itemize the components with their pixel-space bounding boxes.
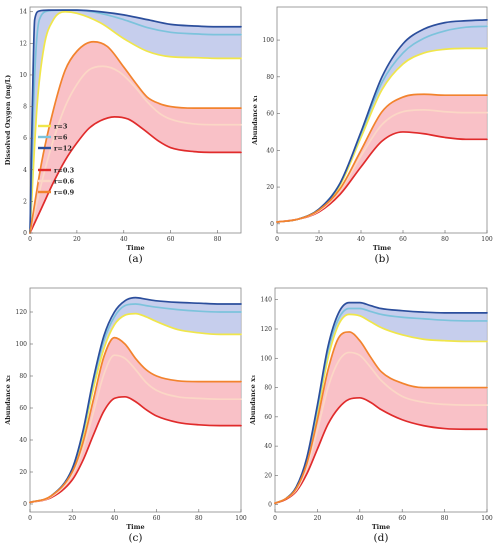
chart-3-ytick-label: 20 <box>19 469 27 476</box>
chart-1-series-r-0-3 <box>29 115 242 234</box>
chart-1-series-r-3 <box>29 10 242 234</box>
chart-1-series-r-0-9 <box>29 40 242 234</box>
chart-4-ytick-label: 100 <box>261 355 273 362</box>
chart-3-ytick-label: 100 <box>16 341 28 348</box>
chart-4-series-r-0-9 <box>274 331 488 505</box>
chart-2-xtick-label: 20 <box>315 236 323 243</box>
chart-2: 0 20 40 60 80 100 0 20 40 60 80 100 Time Abundance x₁… <box>251 6 493 265</box>
chart-1-series-r-6 <box>29 9 242 234</box>
chart-1-x-axis-label: Time <box>126 244 144 252</box>
chart-4-caption: (d) <box>374 532 389 544</box>
chart-1-legend-label-r-0-9: r=0.9 <box>54 188 75 196</box>
chart-2-ytick-label: 0 <box>270 221 274 228</box>
chart-4-x-axis-label: Time <box>372 523 390 531</box>
chart-3-caption: (c) <box>128 532 142 544</box>
chart-1-xtick-label: 80 <box>214 236 222 243</box>
chart-1-series-r-12 <box>29 9 242 234</box>
chart-2-ytick-label: 80 <box>266 74 274 81</box>
chart-3-xtick-label: 60 <box>153 515 161 522</box>
chart-3-xtick-label: 40 <box>111 515 119 522</box>
chart-3-xtick-label: 100 <box>235 515 247 522</box>
chart-4-y-axis-label: Abundance x₃ <box>249 375 257 426</box>
chart-4-band-2 <box>275 331 487 504</box>
chart-3-xtick-label: 0 <box>28 515 32 522</box>
chart-4-ytick-label: 20 <box>264 472 272 479</box>
chart-3-ytick-label: 40 <box>19 437 27 444</box>
chart-1-ytick-label: 4 <box>23 167 27 174</box>
chart-1-ytick-label: 10 <box>19 72 27 79</box>
chart-3-series-r-0-6 <box>29 354 242 504</box>
chart-3-ytick-label: 120 <box>16 309 28 316</box>
chart-4: 0 20 40 60 80 100 0 20 40 60 80 100 120 140 Time Abunda… <box>249 287 493 544</box>
chart-1-legend-label-r-0-6: r=0.6 <box>54 177 75 185</box>
chart-1-band-2 <box>30 41 241 233</box>
chart-4-xtick-label: 20 <box>314 515 322 522</box>
chart-1-band-1 <box>30 10 241 233</box>
chart-3-ytick-label: 0 <box>23 501 27 508</box>
chart-1-legend-label-r-0-3: r=0.3 <box>54 166 75 174</box>
chart-1: 0 20 40 60 80 0 2 4 6 8 10 12 14 Time Dissolved Oxygen… <box>4 6 242 265</box>
chart-2-series-r-0-9 <box>276 93 488 223</box>
chart-2-xtick-label: 40 <box>357 236 365 243</box>
chart-3-series-r-0-3 <box>29 395 242 504</box>
chart-4-xtick-label: 100 <box>481 515 493 522</box>
chart-1-y-axis-label: Dissolved Oxygen (mg/L) <box>4 75 12 165</box>
chart-4-series-r-12 <box>274 301 488 505</box>
chart-1-legend-label-r-3: r=3 <box>54 122 68 130</box>
chart-1-series-r-0-6 <box>29 65 242 234</box>
chart-1-legend: r=3 r=6 r=12 r=0.3 r=0.6 r=0.9 <box>38 122 75 196</box>
chart-1-ytick-label: 12 <box>19 40 27 47</box>
chart-1-legend-label-r-6: r=6 <box>54 133 68 141</box>
chart-2-band-2 <box>277 94 487 222</box>
chart-4-xtick-label: 60 <box>398 515 406 522</box>
chart-3-xtick-label: 20 <box>68 515 76 522</box>
chart-4-ytick-label: 120 <box>261 326 273 333</box>
chart-1-ytick-label: 14 <box>19 9 27 16</box>
chart-3-y-axis-label: Abundance x₂ <box>4 375 12 426</box>
chart-2-xtick-label: 80 <box>441 236 449 243</box>
chart-4-ytick-label: 80 <box>264 385 272 392</box>
chart-3-series-r-12 <box>29 296 242 504</box>
chart-2-caption: (b) <box>375 253 390 265</box>
chart-1-ytick-label: 0 <box>23 230 27 237</box>
chart-3-series-r-0-9 <box>29 336 242 504</box>
chart-2-xtick-label: 100 <box>481 236 493 243</box>
chart-4-xtick-label: 40 <box>356 515 364 522</box>
chart-1-xtick-label: 40 <box>120 236 128 243</box>
chart-3-xtick-label: 80 <box>195 515 203 522</box>
chart-2-xtick-label: 0 <box>275 236 279 243</box>
chart-3-band-1 <box>30 297 241 503</box>
chart-3: 0 20 40 60 80 100 0 20 40 60 80 100 120 Time Abundance… <box>4 287 247 544</box>
chart-1-ytick-label: 8 <box>23 104 27 111</box>
chart-2-x-axis-label: Time <box>373 244 391 252</box>
chart-1-xtick-label: 20 <box>73 236 81 243</box>
chart-1-xtick-label: 0 <box>28 236 32 243</box>
chart-2-ytick-label: 100 <box>263 37 275 44</box>
chart-2-ytick-label: 40 <box>266 147 274 154</box>
chart-2-band-1 <box>277 19 487 222</box>
chart-1-ytick-label: 2 <box>23 198 27 205</box>
chart-4-ytick-label: 0 <box>268 502 272 509</box>
chart-3-ytick-label: 80 <box>19 373 27 380</box>
chart-4-ytick-label: 40 <box>264 443 272 450</box>
chart-2-ytick-label: 60 <box>266 111 274 118</box>
chart-4-series-r-0-6 <box>274 351 488 505</box>
chart-2-y-axis-label: Abundance x₁ <box>251 95 259 146</box>
chart-2-ytick-label: 20 <box>266 184 274 191</box>
chart-4-ytick-label: 60 <box>264 414 272 421</box>
chart-1-caption: (a) <box>128 253 142 265</box>
chart-4-ytick-label: 140 <box>261 297 273 304</box>
chart-2-xtick-label: 60 <box>399 236 407 243</box>
chart-3-x-axis-label: Time <box>126 523 144 531</box>
chart-1-xtick-label: 60 <box>167 236 175 243</box>
chart-4-xtick-label: 80 <box>441 515 449 522</box>
chart-1-legend-label-r-12: r=12 <box>54 144 72 152</box>
chart-1-ytick-label: 6 <box>23 135 27 142</box>
chart-4-series-r-0-3 <box>274 396 488 505</box>
chart-3-ytick-label: 60 <box>19 405 27 412</box>
chart-4-xtick-label: 0 <box>273 515 277 522</box>
